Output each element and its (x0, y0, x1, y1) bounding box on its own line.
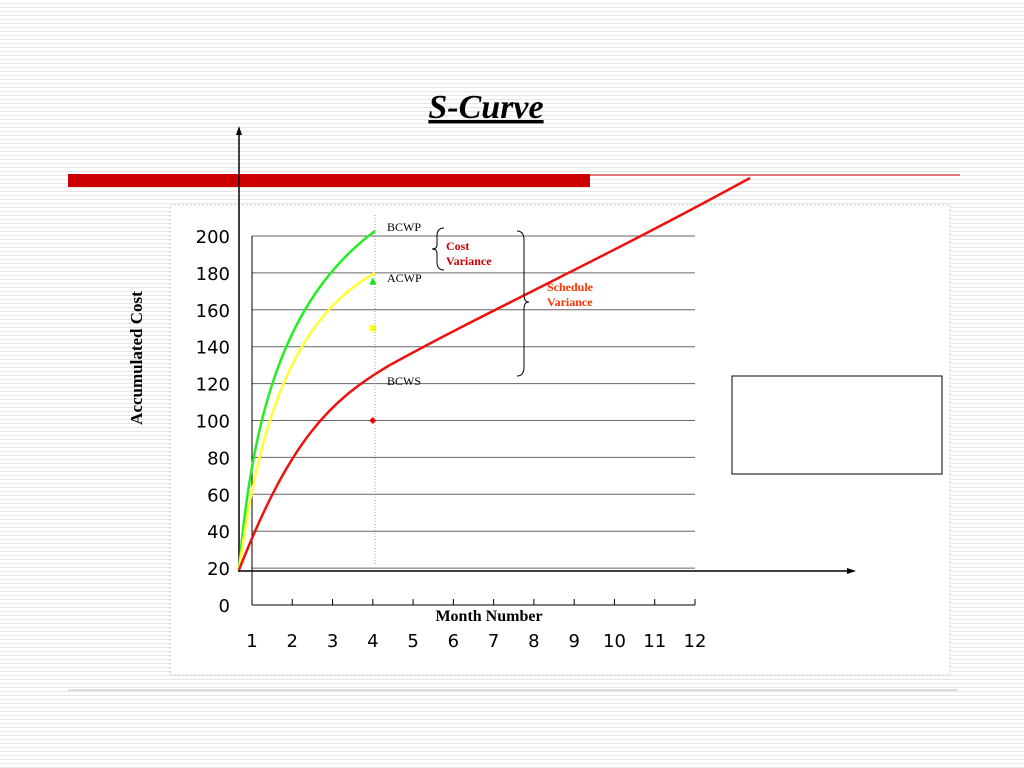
brace (431, 227, 445, 271)
title-bar (68, 174, 590, 187)
data-point (369, 325, 376, 332)
x-tick-label: 10 (603, 631, 626, 652)
x-tick-label: 5 (407, 631, 418, 652)
y-tick-label: 40 (207, 522, 230, 543)
x-tick-label: 7 (488, 631, 499, 652)
y-tick-label: 200 (196, 227, 230, 248)
arrow-head (236, 126, 242, 135)
x-tick-label: 12 (684, 631, 707, 652)
x-tick-label: 9 (568, 631, 579, 652)
y-tick-label: 160 (196, 301, 230, 322)
brace (516, 230, 530, 377)
arrow-head (847, 568, 856, 574)
annotation: Cost Variance (446, 239, 492, 268)
y-tick-label: 0 (219, 596, 230, 617)
y-tick-label: 140 (196, 338, 230, 359)
x-tick-label: 6 (448, 631, 459, 652)
x-tick-label: 3 (327, 631, 338, 652)
x-tick-label: 2 (287, 631, 298, 652)
y-tick-label: 100 (196, 412, 230, 433)
acwp-curve (237, 271, 376, 571)
annotation: BCWS (387, 374, 422, 388)
x-tick-label: 8 (528, 631, 539, 652)
y-tick-label: 120 (196, 375, 230, 396)
y-tick-label: 20 (207, 559, 230, 580)
x-tick-label: 11 (643, 631, 666, 652)
annotation: BCWP (387, 220, 422, 234)
chart-title: S-Curve (428, 89, 543, 126)
x-tick-label: 4 (367, 631, 378, 652)
bcws-curve (237, 176, 751, 571)
y-axis-label: Accumulated Cost (127, 291, 146, 425)
bcwp-curve (237, 229, 376, 571)
y-tick-label: 180 (196, 264, 230, 285)
annotation: ACWP (387, 271, 422, 285)
data-point (369, 277, 377, 285)
x-tick-label: 1 (246, 631, 257, 652)
y-tick-label: 80 (207, 448, 230, 469)
y-tick-label: 60 (207, 485, 230, 506)
x-axis-label: Month Number (435, 608, 542, 625)
legend (731, 375, 943, 475)
annotation: Schedule Variance (547, 280, 594, 309)
